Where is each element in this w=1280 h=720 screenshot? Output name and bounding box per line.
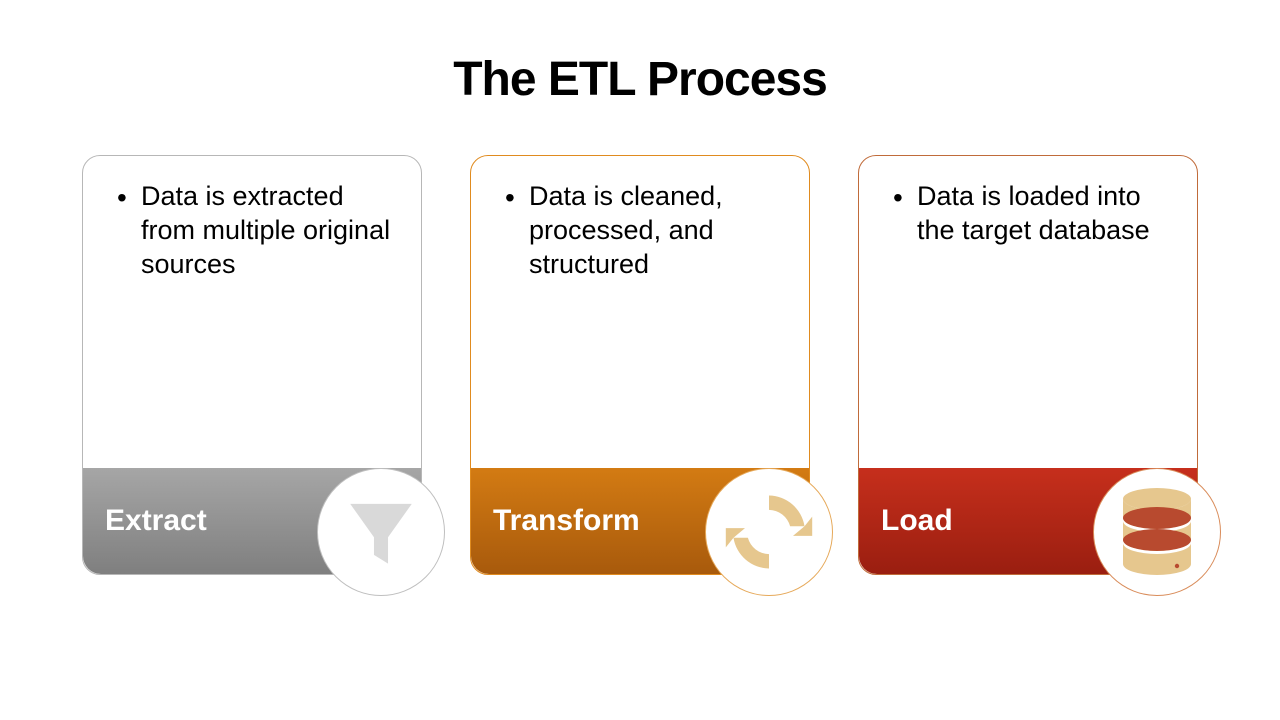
card-transform: • Data is cleaned, processed, and struct… — [470, 155, 810, 575]
card-description: Data is loaded into the target database — [917, 180, 1177, 248]
card-label: Extract — [105, 504, 207, 538]
card-description: Data is cleaned, processed, and structur… — [529, 180, 789, 281]
card-body: • Data is extracted from multiple origin… — [83, 156, 421, 281]
card-label: Transform — [493, 504, 640, 538]
card-body: • Data is loaded into the target databas… — [859, 156, 1197, 248]
card-description: Data is extracted from multiple original… — [141, 180, 401, 281]
card-body: • Data is cleaned, processed, and struct… — [471, 156, 809, 281]
funnel-icon — [317, 468, 445, 596]
card-load: • Data is loaded into the target databas… — [858, 155, 1198, 575]
card-extract: • Data is extracted from multiple origin… — [82, 155, 422, 575]
cycle-icon — [705, 468, 833, 596]
database-icon — [1093, 468, 1221, 596]
cards-row: • Data is extracted from multiple origin… — [0, 107, 1280, 575]
page-title: The ETL Process — [0, 0, 1280, 107]
card-label: Load — [881, 504, 953, 538]
